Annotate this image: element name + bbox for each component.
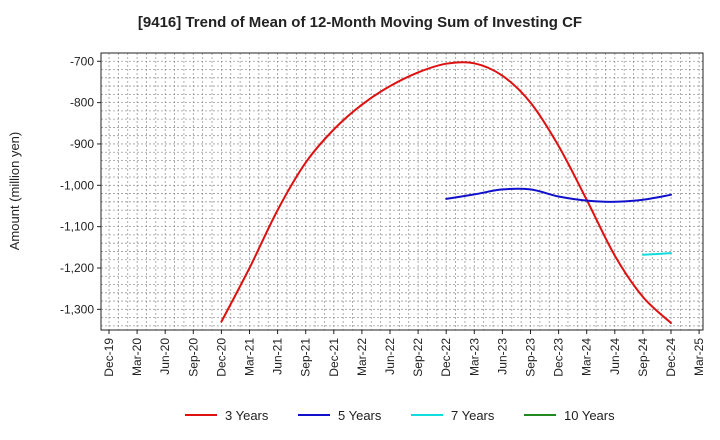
y-tick-label: -700	[70, 54, 94, 68]
x-tick-label: Mar-25	[692, 338, 706, 376]
x-tick-label: Mar-24	[580, 338, 594, 376]
x-tick-label: Sep-20	[186, 338, 200, 377]
x-tick-label: Jun-23	[495, 338, 509, 375]
y-tick-label: -1,100	[60, 220, 94, 234]
y-tick-label: -900	[70, 137, 94, 151]
legend-label-5-years: 5 Years	[338, 408, 382, 423]
plot-frame	[100, 52, 704, 331]
legend: 3 Years 5 Years 7 Years 10 Years	[185, 408, 615, 423]
x-tick-label: Mar-21	[243, 338, 257, 376]
x-tick-label: Dec-20	[214, 338, 228, 377]
y-tick-label: -1,200	[60, 261, 94, 275]
x-axis: Dec-19 Mar-20 Jun-20 Sep-20 Dec-20 Mar-21 Jun-…	[102, 330, 706, 377]
y-axis-title: Amount (million yen)	[7, 132, 22, 251]
x-tick-label: Dec-24	[664, 338, 678, 377]
x-tick-label: Dec-21	[327, 338, 341, 377]
y-tick-label: -1,000	[60, 178, 94, 192]
x-tick-label: Sep-23	[524, 338, 538, 377]
series-line-7-years	[641, 252, 672, 256]
legend-label-7-years: 7 Years	[451, 408, 495, 423]
x-tick-label: Sep-21	[299, 338, 313, 377]
chart-title: [9416] Trend of Mean of 12-Month Moving …	[137, 14, 583, 31]
y-tick-label: -1,300	[60, 302, 94, 316]
x-tick-label: Jun-21	[271, 338, 285, 375]
x-tick-label: Dec-23	[552, 338, 566, 377]
x-tick-label: Sep-22	[411, 338, 425, 377]
y-tick-label: -800	[70, 96, 94, 110]
y-axis: -700 -800 -900 -1,000 -1,100 -1,200 -1,300	[60, 54, 101, 316]
x-tick-label: Sep-24	[636, 338, 650, 377]
series-line-3-years	[220, 61, 672, 324]
x-tick-label: Mar-20	[130, 338, 144, 376]
legend-label-3-years: 3 Years	[225, 408, 269, 423]
x-tick-label: Jun-22	[383, 338, 397, 375]
x-tick-label: Mar-23	[467, 338, 481, 376]
x-tick-label: Jun-20	[158, 338, 172, 375]
legend-label-10-years: 10 Years	[564, 408, 615, 423]
x-tick-label: Dec-22	[439, 338, 453, 377]
series-line-5-years	[445, 187, 672, 203]
series-lines	[220, 61, 672, 324]
plot-background	[101, 53, 703, 330]
x-tick-label: Mar-22	[355, 338, 369, 376]
x-tick-label: Dec-19	[102, 338, 116, 377]
x-tick-label: Jun-24	[608, 338, 622, 375]
